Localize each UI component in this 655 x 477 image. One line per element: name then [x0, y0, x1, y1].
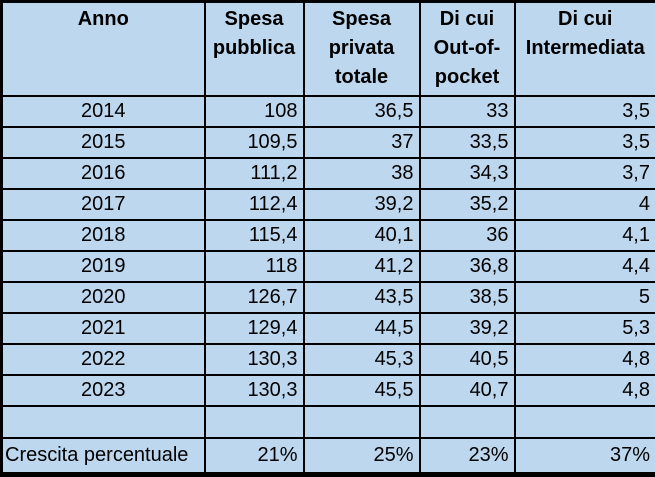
- table-row: 2021 129,4 44,5 39,2 5,3: [0, 312, 655, 346]
- spesa-privata-cell: 37: [302, 126, 421, 160]
- spesa-pubblica-cell: 129,4: [203, 312, 305, 346]
- out-of-pocket-cell: 36: [418, 219, 516, 253]
- empty-cell: [203, 405, 305, 439]
- growth-spesa-privata-cell: 25%: [302, 436, 421, 476]
- table-row: 2023 130,3 45,5 40,7 4,8: [0, 374, 655, 408]
- empty-row: [0, 405, 655, 439]
- spesa-pubblica-cell: 118: [203, 250, 305, 284]
- intermediata-cell: 4,8: [513, 343, 655, 377]
- spesa-pubblica-cell: 111,2: [203, 157, 305, 191]
- year-cell: 2020: [0, 281, 206, 315]
- year-cell: 2015: [0, 126, 206, 160]
- empty-cell: [418, 405, 516, 439]
- intermediata-cell: 5: [513, 281, 655, 315]
- year-cell: 2018: [0, 219, 206, 253]
- spesa-pubblica-cell: 126,7: [203, 281, 305, 315]
- intermediata-cell: 3,5: [513, 94, 655, 129]
- table-row: 2018 115,4 40,1 36 4,1: [0, 219, 655, 253]
- empty-cell: [302, 405, 421, 439]
- intermediata-cell: 4,8: [513, 374, 655, 408]
- growth-intermediata-cell: 37%: [513, 436, 655, 476]
- year-cell: 2014: [0, 94, 206, 129]
- spesa-privata-cell: 40,1: [302, 219, 421, 253]
- out-of-pocket-cell: 40,5: [418, 343, 516, 377]
- spesa-privata-cell: 45,3: [302, 343, 421, 377]
- growth-spesa-pubblica-cell: 21%: [203, 436, 305, 476]
- spesa-privata-cell: 36,5: [302, 94, 421, 129]
- spesa-privata-cell: 44,5: [302, 312, 421, 346]
- empty-cell: [513, 405, 655, 439]
- year-cell: 2016: [0, 157, 206, 191]
- out-of-pocket-cell: 40,7: [418, 374, 516, 408]
- col-header-anno: Anno: [0, 0, 206, 97]
- empty-cell: [0, 405, 206, 439]
- out-of-pocket-cell: 39,2: [418, 312, 516, 346]
- year-cell: 2021: [0, 312, 206, 346]
- col-header-di-cui-out-of-pocket: Di cui Out-of-pocket: [418, 0, 516, 97]
- spesa-pubblica-cell: 109,5: [203, 126, 305, 160]
- out-of-pocket-cell: 38,5: [418, 281, 516, 315]
- intermediata-cell: 4: [513, 188, 655, 222]
- out-of-pocket-cell: 36,8: [418, 250, 516, 284]
- out-of-pocket-cell: 35,2: [418, 188, 516, 222]
- table-row: 2014 108 36,5 33 3,5: [0, 94, 655, 129]
- table-row: 2015 109,5 37 33,5 3,5: [0, 126, 655, 160]
- col-header-di-cui-intermediata: Di cui Intermediata: [513, 0, 655, 97]
- growth-row-label: Crescita percentuale: [0, 436, 206, 476]
- spesa-privata-cell: 38: [302, 157, 421, 191]
- growth-out-of-pocket-cell: 23%: [418, 436, 516, 476]
- spesa-pubblica-cell: 115,4: [203, 219, 305, 253]
- year-cell: 2017: [0, 188, 206, 222]
- table-row: 2022 130,3 45,3 40,5 4,8: [0, 343, 655, 377]
- intermediata-cell: 5,3: [513, 312, 655, 346]
- out-of-pocket-cell: 34,3: [418, 157, 516, 191]
- spesa-privata-cell: 41,2: [302, 250, 421, 284]
- intermediata-cell: 3,5: [513, 126, 655, 160]
- table-row: 2020 126,7 43,5 38,5 5: [0, 281, 655, 315]
- intermediata-cell: 4,4: [513, 250, 655, 284]
- spesa-privata-cell: 39,2: [302, 188, 421, 222]
- header-row: Anno Spesa pubblica Spesa privata totale…: [0, 0, 655, 97]
- col-header-spesa-pubblica: Spesa pubblica: [203, 0, 305, 97]
- spesa-pubblica-cell: 130,3: [203, 343, 305, 377]
- intermediata-cell: 4,1: [513, 219, 655, 253]
- table-row: 2019 118 41,2 36,8 4,4: [0, 250, 655, 284]
- year-cell: 2022: [0, 343, 206, 377]
- out-of-pocket-cell: 33: [418, 94, 516, 129]
- growth-row: Crescita percentuale 21% 25% 23% 37%: [0, 436, 655, 476]
- spesa-pubblica-cell: 112,4: [203, 188, 305, 222]
- spesa-privata-cell: 45,5: [302, 374, 421, 408]
- table-row: 2016 111,2 38 34,3 3,7: [0, 157, 655, 191]
- col-header-spesa-privata-totale: Spesa privata totale: [302, 0, 421, 97]
- spesa-pubblica-cell: 130,3: [203, 374, 305, 408]
- spesa-privata-cell: 43,5: [302, 281, 421, 315]
- intermediata-cell: 3,7: [513, 157, 655, 191]
- spesa-pubblica-cell: 108: [203, 94, 305, 129]
- out-of-pocket-cell: 33,5: [418, 126, 516, 160]
- year-cell: 2023: [0, 374, 206, 408]
- year-cell: 2019: [0, 250, 206, 284]
- table-row: 2017 112,4 39,2 35,2 4: [0, 188, 655, 222]
